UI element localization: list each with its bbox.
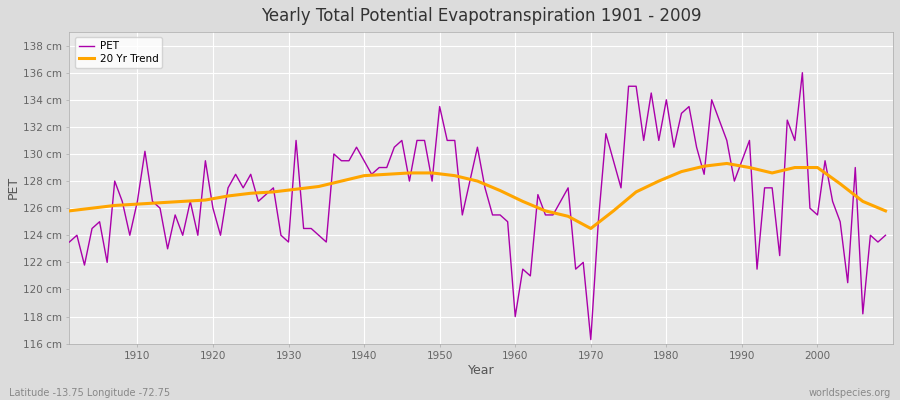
20 Yr Trend	[744, 165, 755, 170]
20 Yr Trend	[880, 208, 891, 213]
PET	[608, 158, 619, 163]
20 Yr Trend	[585, 226, 596, 231]
20 Yr Trend	[268, 190, 279, 194]
20 Yr Trend	[382, 172, 392, 177]
20 Yr Trend	[676, 169, 687, 174]
20 Yr Trend	[562, 214, 573, 219]
PET	[336, 158, 346, 163]
20 Yr Trend	[336, 179, 346, 184]
PET	[64, 240, 75, 244]
20 Yr Trend	[698, 164, 709, 168]
PET	[585, 337, 596, 342]
X-axis label: Year: Year	[468, 364, 494, 377]
20 Yr Trend	[631, 190, 642, 194]
20 Yr Trend	[449, 173, 460, 178]
20 Yr Trend	[722, 161, 733, 166]
20 Yr Trend	[812, 165, 823, 170]
Title: Yearly Total Potential Evapotranspiration 1901 - 2009: Yearly Total Potential Evapotranspiratio…	[261, 7, 701, 25]
PET	[291, 138, 302, 143]
20 Yr Trend	[86, 206, 97, 210]
PET	[502, 219, 513, 224]
Line: PET: PET	[69, 73, 886, 340]
20 Yr Trend	[313, 184, 324, 189]
Line: 20 Yr Trend: 20 Yr Trend	[69, 164, 886, 228]
20 Yr Trend	[64, 208, 75, 213]
20 Yr Trend	[608, 208, 619, 213]
20 Yr Trend	[200, 198, 211, 202]
20 Yr Trend	[246, 191, 256, 196]
PET	[124, 233, 135, 238]
20 Yr Trend	[109, 203, 120, 208]
PET	[880, 233, 891, 238]
20 Yr Trend	[291, 187, 302, 192]
20 Yr Trend	[472, 179, 482, 184]
PET	[797, 70, 808, 75]
20 Yr Trend	[653, 179, 664, 184]
20 Yr Trend	[222, 194, 233, 198]
20 Yr Trend	[518, 199, 528, 204]
20 Yr Trend	[155, 200, 166, 205]
Text: worldspecies.org: worldspecies.org	[809, 388, 891, 398]
20 Yr Trend	[427, 170, 437, 175]
20 Yr Trend	[359, 173, 370, 178]
20 Yr Trend	[835, 181, 846, 186]
20 Yr Trend	[495, 188, 506, 193]
Legend: PET, 20 Yr Trend: PET, 20 Yr Trend	[75, 37, 163, 68]
20 Yr Trend	[404, 170, 415, 175]
20 Yr Trend	[767, 170, 778, 175]
20 Yr Trend	[789, 165, 800, 170]
20 Yr Trend	[540, 208, 551, 213]
Text: Latitude -13.75 Longitude -72.75: Latitude -13.75 Longitude -72.75	[9, 388, 170, 398]
PET	[509, 314, 520, 319]
20 Yr Trend	[177, 199, 188, 204]
20 Yr Trend	[858, 199, 868, 204]
Y-axis label: PET: PET	[7, 176, 20, 200]
20 Yr Trend	[132, 202, 143, 206]
